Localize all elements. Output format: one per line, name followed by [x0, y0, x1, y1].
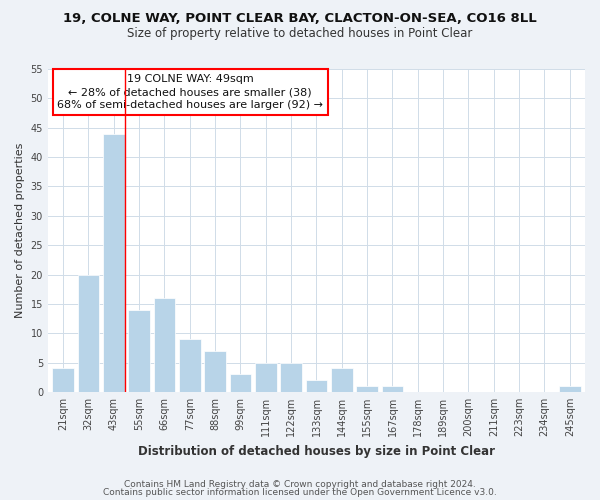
- Bar: [77, 274, 99, 392]
- Bar: [205, 351, 226, 392]
- Bar: [154, 298, 175, 392]
- Text: Size of property relative to detached houses in Point Clear: Size of property relative to detached ho…: [127, 28, 473, 40]
- Text: Contains HM Land Registry data © Crown copyright and database right 2024.: Contains HM Land Registry data © Crown c…: [124, 480, 476, 489]
- Bar: [356, 386, 378, 392]
- Bar: [230, 374, 251, 392]
- Bar: [559, 386, 581, 392]
- Bar: [255, 362, 277, 392]
- Bar: [331, 368, 353, 392]
- Text: 19, COLNE WAY, POINT CLEAR BAY, CLACTON-ON-SEA, CO16 8LL: 19, COLNE WAY, POINT CLEAR BAY, CLACTON-…: [63, 12, 537, 26]
- Y-axis label: Number of detached properties: Number of detached properties: [15, 143, 25, 318]
- Bar: [52, 368, 74, 392]
- Text: 19 COLNE WAY: 49sqm
← 28% of detached houses are smaller (38)
68% of semi-detach: 19 COLNE WAY: 49sqm ← 28% of detached ho…: [57, 74, 323, 110]
- Bar: [280, 362, 302, 392]
- Bar: [128, 310, 150, 392]
- Bar: [103, 134, 125, 392]
- X-axis label: Distribution of detached houses by size in Point Clear: Distribution of detached houses by size …: [138, 444, 495, 458]
- Bar: [305, 380, 327, 392]
- Bar: [382, 386, 403, 392]
- Bar: [179, 339, 200, 392]
- Text: Contains public sector information licensed under the Open Government Licence v3: Contains public sector information licen…: [103, 488, 497, 497]
